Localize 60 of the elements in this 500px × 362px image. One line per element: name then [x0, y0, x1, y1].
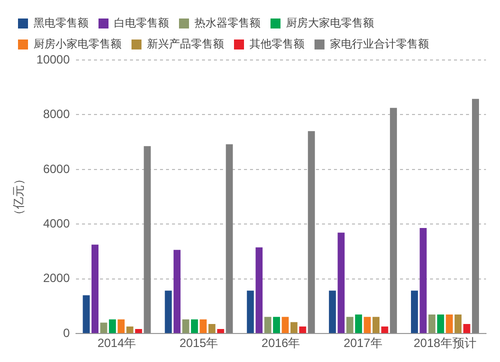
y-tick-label: 10000: [36, 52, 70, 66]
legend-label: 厨房大家电零售额: [286, 16, 374, 30]
bar: [126, 326, 134, 334]
bar: [256, 247, 263, 334]
x-tick-label: 2015年: [179, 336, 218, 350]
bar: [100, 322, 108, 334]
legend-label: 家电行业合计零售额: [330, 38, 429, 51]
bar: [273, 316, 280, 334]
bar: [226, 144, 233, 334]
bar: [164, 290, 172, 334]
bar: [82, 295, 90, 334]
bar: [118, 319, 125, 334]
bar: [200, 319, 207, 334]
bar: [355, 314, 362, 334]
legend-label: 热水器零售额: [194, 16, 260, 30]
bar: [264, 316, 272, 334]
x-tick-label: 2014年: [97, 336, 136, 350]
bar: [174, 250, 181, 334]
x-tick-label: 2018年预计: [414, 336, 476, 350]
bar: [372, 316, 380, 334]
bar: [135, 328, 142, 334]
bar: [420, 228, 427, 334]
y-tick-label: 8000: [43, 107, 70, 122]
bar: [390, 108, 397, 334]
y-tick-label: 2000: [43, 271, 70, 286]
bar: [290, 322, 298, 334]
bar: [282, 316, 289, 334]
y-tick-label: 6000: [43, 162, 70, 176]
bar: [463, 324, 470, 334]
bar: [299, 326, 306, 334]
bar: [208, 324, 216, 334]
legend-label: 厨房小家电零售额: [34, 38, 122, 51]
bar: [428, 314, 436, 334]
bar: [437, 314, 444, 334]
legend-label: 新兴产品零售额: [147, 38, 224, 51]
bar: [182, 319, 190, 334]
bar: [472, 98, 479, 334]
bar: [410, 290, 418, 334]
x-tick-label: 2016年: [262, 336, 300, 350]
x-tick-label: 2017年: [344, 336, 382, 350]
bar: [92, 244, 98, 334]
bar: [346, 316, 354, 334]
y-tick-label: 0: [63, 326, 70, 340]
y-axis-title: （亿元）: [12, 172, 26, 221]
bar: [308, 131, 315, 334]
legend-label: 黑电零售额: [34, 16, 88, 30]
bar: [190, 319, 198, 334]
y-tick-label: 4000: [43, 216, 70, 230]
bar: [328, 290, 336, 334]
legend-label: 白电零售额: [114, 16, 169, 30]
bar: [454, 314, 462, 334]
bar: [217, 328, 224, 334]
bar: [446, 314, 453, 334]
bar: [246, 290, 254, 334]
bar: [108, 319, 116, 334]
bar: [364, 316, 371, 334]
bar: [381, 326, 388, 334]
bar: [144, 146, 151, 334]
bar: [338, 232, 345, 334]
legend-label: 其他零售额: [250, 38, 304, 51]
